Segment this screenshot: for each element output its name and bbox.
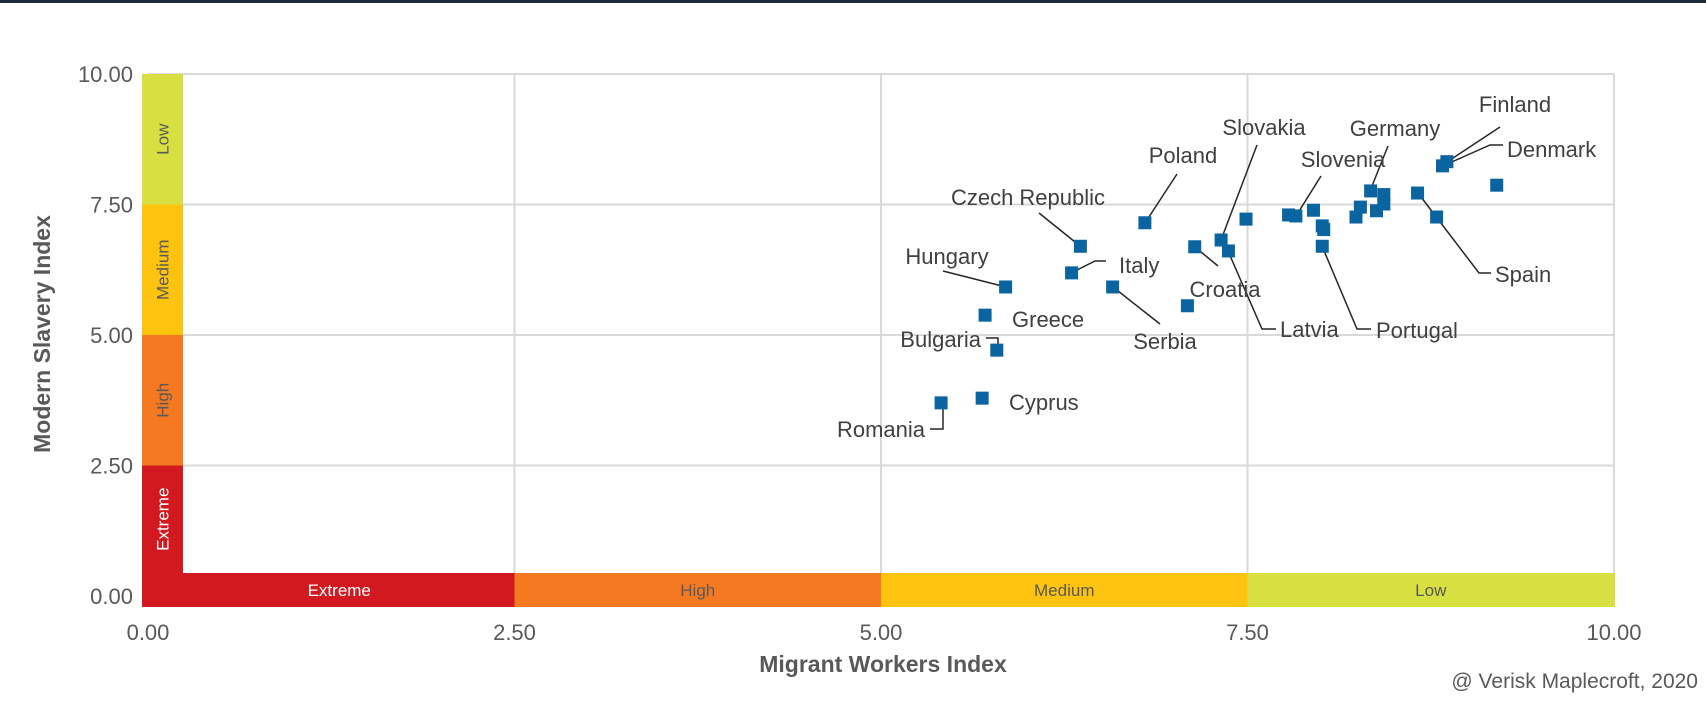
- point-label: Poland: [1149, 143, 1218, 168]
- point-label: Greece: [1012, 307, 1084, 332]
- data-point: [1239, 212, 1253, 226]
- data-point-portugal: [1315, 239, 1329, 253]
- x-tick-label: 10.00: [1586, 620, 1641, 645]
- y-band-label: Low: [154, 123, 173, 155]
- point-label: Slovakia: [1222, 115, 1306, 140]
- leader-line: [1444, 144, 1503, 166]
- leader-line: [1295, 175, 1322, 217]
- y-tick-label: 7.50: [90, 193, 133, 218]
- point-label: Latvia: [1280, 317, 1339, 342]
- leader-line: [1446, 126, 1501, 163]
- data-points: [934, 155, 1504, 410]
- data-point-italy: [1065, 266, 1079, 280]
- y-tick-label: 10.00: [78, 62, 133, 87]
- leader-line: [1070, 260, 1106, 274]
- point-label: Portugal: [1376, 318, 1458, 343]
- leader-lines: [930, 126, 1503, 430]
- y-band-label: Medium: [154, 240, 173, 300]
- data-point-germany: [1364, 184, 1378, 198]
- leader-line: [930, 408, 944, 430]
- data-point-poland: [1138, 216, 1152, 230]
- data-point: [1180, 299, 1194, 313]
- leader-line: [1369, 145, 1389, 192]
- tick-labels: 0.00 2.50 5.00 7.50 10.00 0.00 2.50 5.00 7.50 10.…: [78, 62, 1642, 645]
- data-point-romania: [934, 396, 948, 410]
- y-tick-label: 2.50: [90, 454, 133, 479]
- y-band-label: Extreme: [154, 488, 173, 551]
- data-point-bulgaria: [990, 343, 1004, 357]
- data-point: [1349, 210, 1363, 224]
- leader-line: [1144, 173, 1178, 224]
- y-axis-title: Modern Slavery Index: [29, 215, 55, 453]
- x-tick-label: 7.50: [1226, 620, 1269, 645]
- data-point-czech-republic: [1073, 239, 1087, 253]
- data-point-slovakia: [1214, 233, 1228, 247]
- point-label: Czech Republic: [951, 185, 1105, 210]
- data-point: [1377, 197, 1391, 211]
- x-tick-label: 2.50: [493, 620, 536, 645]
- risk-bands: Extreme Extreme High High Medium Medium Low Low: [142, 74, 1615, 607]
- data-point-croatia: [1188, 240, 1202, 254]
- y-band-extreme: [142, 465, 183, 573]
- point-label: Bulgaria: [900, 327, 981, 352]
- x-tick-label: 5.00: [860, 620, 903, 645]
- point-label: Italy: [1119, 253, 1159, 278]
- data-point-latvia: [1221, 244, 1235, 258]
- y-band-medium: [142, 204, 183, 335]
- point-label: Serbia: [1133, 329, 1197, 354]
- y-band-label: High: [154, 383, 173, 418]
- x-band-extreme: [142, 573, 516, 607]
- data-point-serbia: [1106, 280, 1120, 294]
- data-point: [1306, 203, 1320, 217]
- x-tick-label: 0.00: [127, 620, 170, 645]
- y-band-low: [142, 74, 183, 205]
- point-label: Croatia: [1190, 277, 1262, 302]
- point-label: Finland: [1479, 92, 1551, 117]
- data-point: [1490, 178, 1504, 192]
- gridlines: [148, 73, 1615, 596]
- x-band-low: [1247, 573, 1615, 607]
- y-tick-label: 5.00: [90, 323, 133, 348]
- data-point-cyprus: [975, 391, 989, 405]
- leader-line: [942, 270, 1007, 288]
- x-band-medium: [881, 573, 1249, 607]
- point-label: Spain: [1495, 262, 1551, 287]
- y-band-high: [142, 335, 183, 466]
- x-band-label: Low: [1415, 581, 1447, 600]
- top-border: [0, 0, 1706, 3]
- x-axis-title: Migrant Workers Index: [759, 651, 1007, 677]
- x-band-label: Extreme: [308, 581, 371, 600]
- point-label: Romania: [837, 417, 926, 442]
- data-point-greece: [978, 308, 992, 322]
- leader-line: [1227, 250, 1276, 330]
- leader-line: [1321, 245, 1371, 330]
- data-point: [1317, 223, 1331, 237]
- data-point: [1430, 210, 1444, 224]
- point-label: Slovenia: [1301, 147, 1386, 172]
- point-labels: Romania Cyprus Bulgaria Greece Hungary Italy C…: [837, 92, 1597, 442]
- y-tick-label: 0.00: [90, 584, 133, 609]
- point-label: Hungary: [905, 244, 988, 269]
- x-band-label: High: [680, 581, 715, 600]
- leader-line: [1112, 286, 1161, 325]
- data-point: [1353, 200, 1367, 214]
- data-point-hungary: [999, 280, 1013, 294]
- x-band-label: Medium: [1034, 581, 1094, 600]
- x-band-high: [514, 573, 882, 607]
- leader-line: [1220, 144, 1258, 241]
- data-point-spain: [1411, 186, 1425, 200]
- data-point-slovenia: [1289, 209, 1303, 223]
- point-label: Germany: [1350, 116, 1440, 141]
- point-label: Denmark: [1507, 137, 1597, 162]
- point-label: Cyprus: [1009, 390, 1079, 415]
- source-credit: @ Verisk Maplecroft, 2020: [1451, 670, 1698, 693]
- data-point-finland: [1440, 155, 1454, 169]
- leader-line: [1038, 212, 1081, 247]
